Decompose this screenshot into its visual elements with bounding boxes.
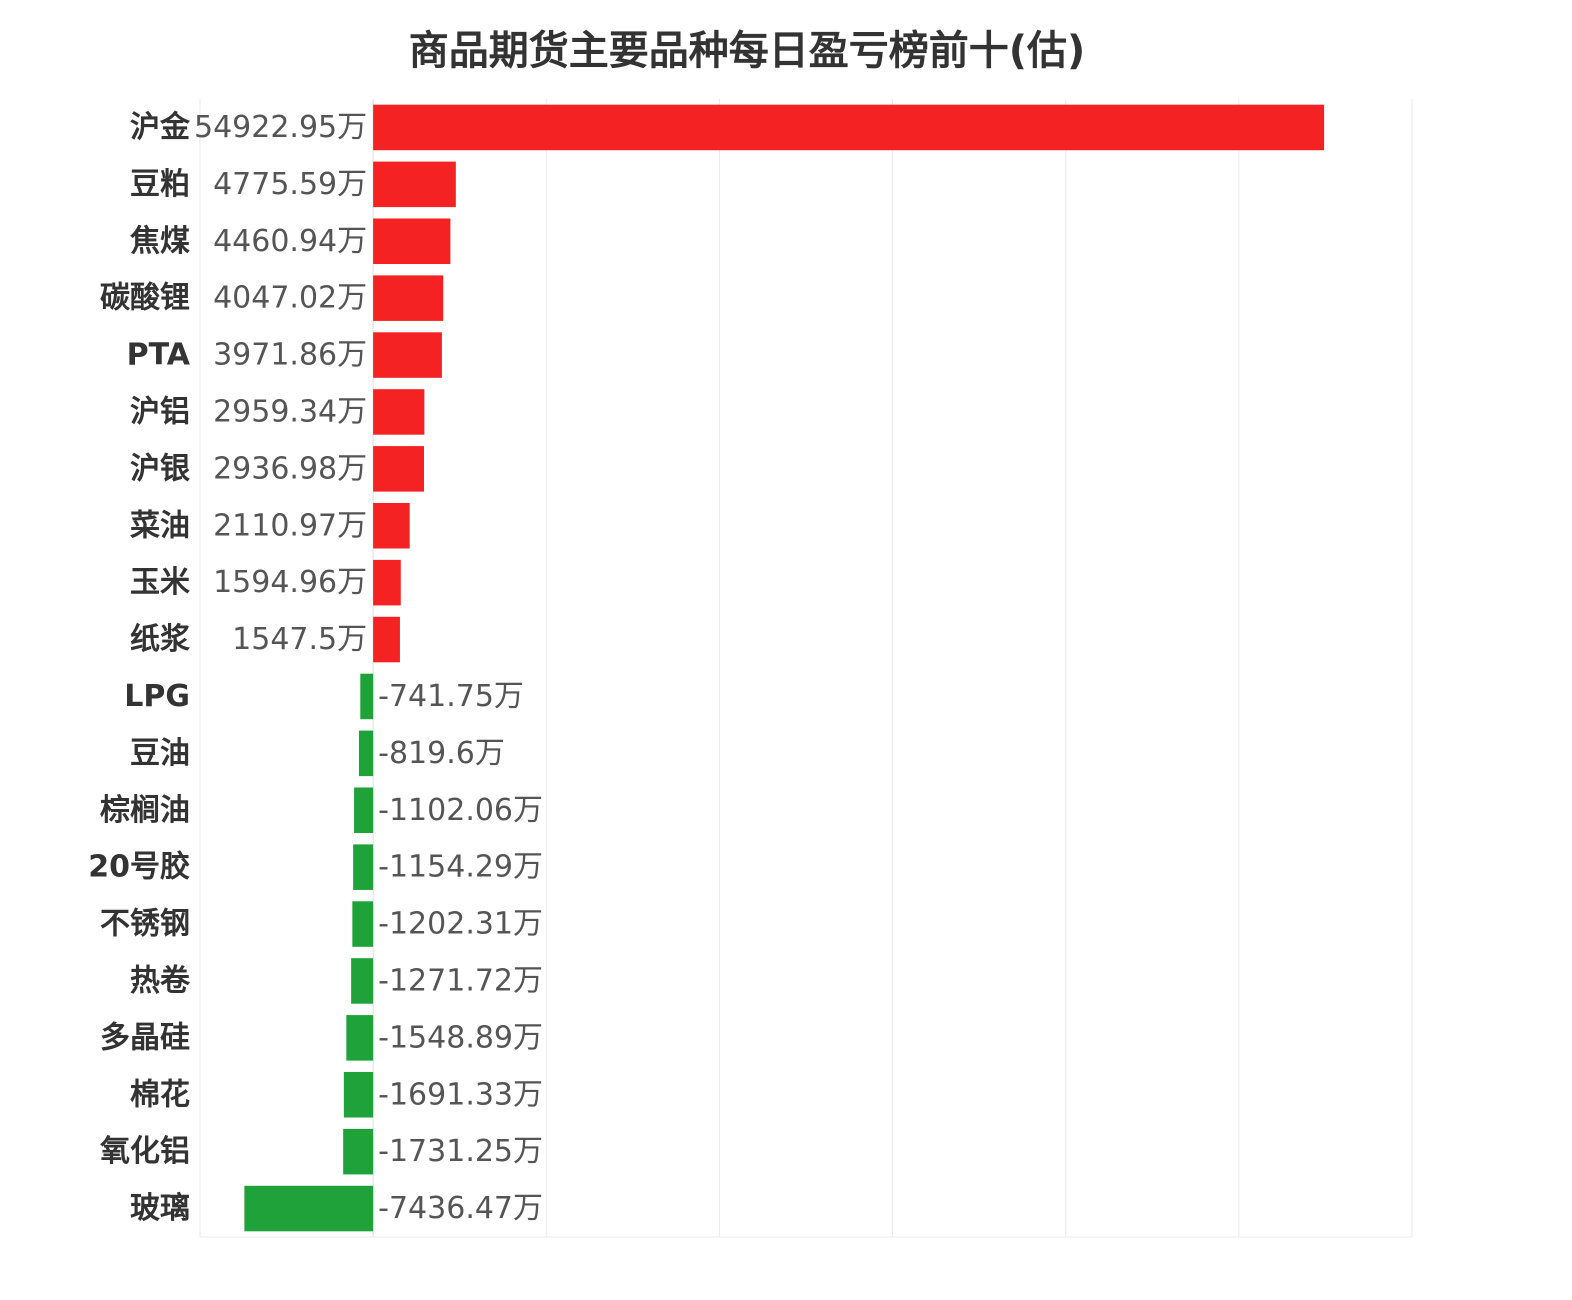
- value-label: 4460.94万: [213, 224, 367, 259]
- value-label: -1154.29万: [378, 850, 543, 885]
- category-label: 20号胶: [88, 850, 190, 885]
- category-label: 棉花: [130, 1077, 190, 1112]
- category-label: 菜油: [130, 508, 190, 543]
- category-label: 不锈钢: [100, 907, 190, 942]
- value-label: -1731.25万: [378, 1134, 543, 1169]
- category-label: 豆粕: [130, 167, 190, 202]
- bar: [373, 559, 401, 606]
- bar: [346, 1015, 374, 1061]
- bars: [244, 104, 1325, 1232]
- grid-lines: [199, 99, 1413, 1238]
- value-label: -819.6万: [378, 736, 505, 771]
- category-label: 多晶硅: [100, 1020, 190, 1055]
- value-label: 1547.5万: [232, 622, 367, 657]
- value-label: -1102.06万: [378, 793, 543, 828]
- bar: [351, 958, 374, 1004]
- bar: [354, 787, 374, 834]
- bar: [244, 1185, 374, 1232]
- bar: [353, 844, 374, 890]
- bar: [373, 161, 456, 208]
- value-label: -7436.47万: [378, 1191, 543, 1226]
- value-label: 2936.98万: [213, 451, 367, 486]
- category-label: 氧化铝: [100, 1134, 190, 1169]
- category-label: LPG: [124, 679, 190, 714]
- category-label: 焦煤: [130, 224, 190, 259]
- category-label: 玻璃: [130, 1191, 190, 1226]
- bar: [373, 104, 1325, 151]
- value-label: 1594.96万: [213, 565, 367, 600]
- category-label: 沪铝: [130, 394, 190, 429]
- value-label: 2110.97万: [213, 508, 367, 543]
- value-label: -741.75万: [378, 679, 524, 714]
- bar: [352, 901, 374, 947]
- value-label: 3971.86万: [213, 338, 367, 373]
- bar: [373, 332, 442, 378]
- category-label: 纸浆: [130, 622, 190, 657]
- bar: [343, 1071, 374, 1118]
- value-label: -1271.72万: [378, 963, 543, 998]
- value-label: -1691.33万: [378, 1077, 543, 1112]
- bar: [373, 502, 410, 549]
- chart-title: 商品期货主要品种每日盈亏榜前十(估): [408, 28, 1086, 74]
- category-label: 沪金: [130, 110, 191, 145]
- bar: [373, 389, 425, 435]
- bar: [358, 730, 374, 777]
- category-label: PTA: [127, 338, 191, 373]
- value-label: -1202.31万: [378, 907, 543, 942]
- category-label: 热卷: [130, 963, 191, 998]
- value-label: 4047.02万: [213, 281, 367, 316]
- value-label: 2959.34万: [213, 394, 367, 429]
- bar: [373, 446, 424, 492]
- category-label: 棕榈油: [100, 793, 190, 828]
- bar: [373, 218, 451, 265]
- category-label: 豆油: [130, 736, 190, 771]
- value-label: 4775.59万: [213, 167, 367, 202]
- category-label: 碳酸锂: [100, 281, 190, 316]
- value-label: 54922.95万: [194, 110, 367, 145]
- category-label: 玉米: [130, 565, 190, 600]
- bar: [373, 275, 444, 321]
- category-label: 沪银: [130, 451, 190, 486]
- bar: [343, 1128, 374, 1175]
- bar: [373, 616, 400, 663]
- value-label: -1548.89万: [378, 1020, 543, 1055]
- bar: [360, 673, 374, 720]
